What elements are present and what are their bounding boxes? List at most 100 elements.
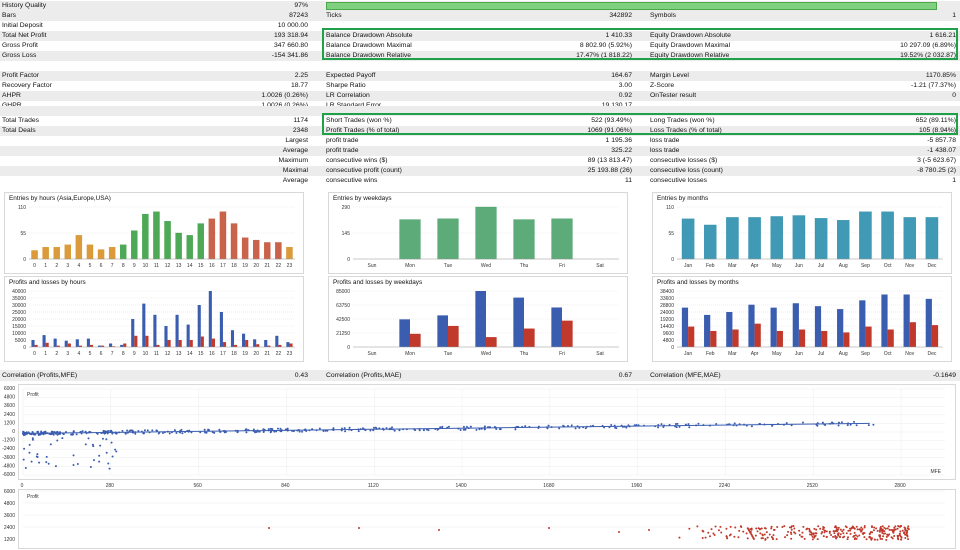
- profit-bar: [286, 342, 290, 347]
- profit-bar: [86, 338, 90, 347]
- scatter-point: [823, 529, 826, 532]
- y-tick-label: 25000: [12, 310, 26, 316]
- bar: [837, 220, 850, 260]
- stat-label: OnTester result: [650, 92, 697, 99]
- scatter-point: [783, 525, 786, 528]
- scatter-point: [548, 527, 550, 529]
- scatter-point: [891, 530, 894, 533]
- x-tick-label: Jul: [818, 351, 824, 357]
- x-tick-label: Fri: [559, 263, 565, 269]
- y-tick-label: 6000: [4, 489, 15, 495]
- scatter-point: [749, 531, 752, 534]
- x-tick-label: 7: [111, 263, 114, 269]
- history-quality-value: 97%: [294, 2, 308, 9]
- stat-label: consecutive losses ($): [650, 157, 718, 164]
- chart-svg: 0 145 290 Sun Mon Tue Wed Thu Fri Sat: [342, 205, 619, 269]
- x-tick-label: 22: [276, 263, 282, 269]
- scatter-point: [839, 533, 842, 536]
- x-tick-label: May: [772, 351, 782, 357]
- profit-bar: [208, 291, 212, 347]
- stat-label: Total Trades: [2, 117, 40, 124]
- stat-label: consecutive wins: [326, 177, 378, 184]
- scatter-point: [792, 525, 795, 528]
- scatter-point: [341, 427, 344, 430]
- x-tick-label: 1: [44, 351, 47, 357]
- scatter-point: [811, 535, 814, 538]
- x-tick-label: Nov: [905, 263, 914, 269]
- scatter-point: [570, 424, 573, 427]
- scatter-point: [905, 534, 908, 537]
- y-tick-label: 55: [20, 231, 26, 237]
- scatter-point: [784, 536, 787, 539]
- corr-mae-value: 0.67: [618, 372, 632, 379]
- scatter-point: [766, 536, 769, 539]
- scatter-point: [840, 421, 843, 424]
- profit-bar: [264, 340, 268, 347]
- bar: [513, 219, 535, 260]
- profit-bar: [131, 319, 135, 347]
- scatter-point: [813, 527, 816, 530]
- scatter-point: [894, 525, 897, 528]
- loss-bar: [89, 344, 94, 347]
- x-tick-label: 2240: [719, 483, 730, 489]
- scatter-point: [439, 426, 442, 429]
- scatter-point: [891, 537, 894, 540]
- stat-value: 19.52% (2 032.87): [900, 52, 956, 59]
- stats-row: Total Trades 1174 Short Trades (won %) 522 …: [0, 116, 960, 126]
- mfe-yaxis: -6000 -4800 -3600 -2400 -1200 0 1200 2400 3600 48…: [2, 386, 15, 478]
- stats-row: [0, 61, 960, 71]
- scatter-point: [805, 528, 808, 531]
- scatter-point: [855, 424, 858, 427]
- y-tick-label: 1200: [4, 420, 15, 426]
- stats-row: Average profit trade 325.22 loss trade -1 43…: [0, 146, 960, 156]
- y-tick-label: 24000: [660, 310, 674, 316]
- stat-label: profit trade: [326, 147, 359, 154]
- x-tick-label: 21: [265, 351, 271, 357]
- bar: [42, 247, 49, 260]
- scatter-point: [28, 443, 31, 446]
- scatter-point: [819, 527, 822, 530]
- scatter-point: [391, 426, 394, 429]
- scatter-point: [883, 530, 886, 533]
- y-tick-label: 1200: [4, 537, 15, 543]
- scatter-point: [740, 526, 743, 529]
- scatter-point: [615, 427, 618, 430]
- chart-panel: Entries by hours (Asia,Europe,USA) 0 55 110…: [4, 192, 304, 274]
- scatter-point: [781, 525, 784, 528]
- scatter-point: [835, 528, 838, 531]
- x-tick-label: 2: [55, 263, 58, 269]
- scatter-point: [785, 422, 788, 425]
- scatter-point: [81, 430, 84, 433]
- scatter-point: [858, 534, 861, 537]
- x-tick-label: Sun: [368, 263, 377, 269]
- bar: [814, 218, 828, 260]
- scatter-point: [843, 535, 846, 538]
- x-tick-label: 19: [242, 351, 248, 357]
- y-tick-label: 15000: [12, 324, 26, 330]
- scatter-point: [765, 531, 768, 534]
- scatter-point: [45, 461, 48, 464]
- stat-value: 1 616.21: [929, 32, 956, 39]
- x-tick-label: 14: [187, 351, 193, 357]
- y-tick-label: 110: [18, 205, 26, 211]
- y-tick-label: -1200: [2, 438, 15, 444]
- scatter-point: [821, 530, 824, 533]
- scatter-point: [847, 529, 850, 532]
- x-tick-label: 13: [176, 263, 182, 269]
- scatter-point: [742, 530, 745, 533]
- scatter-point: [393, 429, 396, 432]
- scatter-point: [93, 459, 96, 462]
- scatter-point: [578, 426, 581, 429]
- stat-label: consecutive profit (count): [326, 167, 402, 174]
- loss-bar: [245, 340, 249, 347]
- profit-bar: [142, 303, 146, 347]
- stat-value: 2348: [292, 127, 308, 134]
- scatter-point: [715, 423, 718, 426]
- stat-label: [326, 61, 476, 71]
- stats-row: Largest profit trade 1 195.36 loss trade -5 …: [0, 136, 960, 146]
- scatter-point: [62, 433, 65, 436]
- scatter-point: [885, 535, 888, 538]
- scatter-point: [107, 429, 110, 432]
- profit-bar: [748, 304, 755, 347]
